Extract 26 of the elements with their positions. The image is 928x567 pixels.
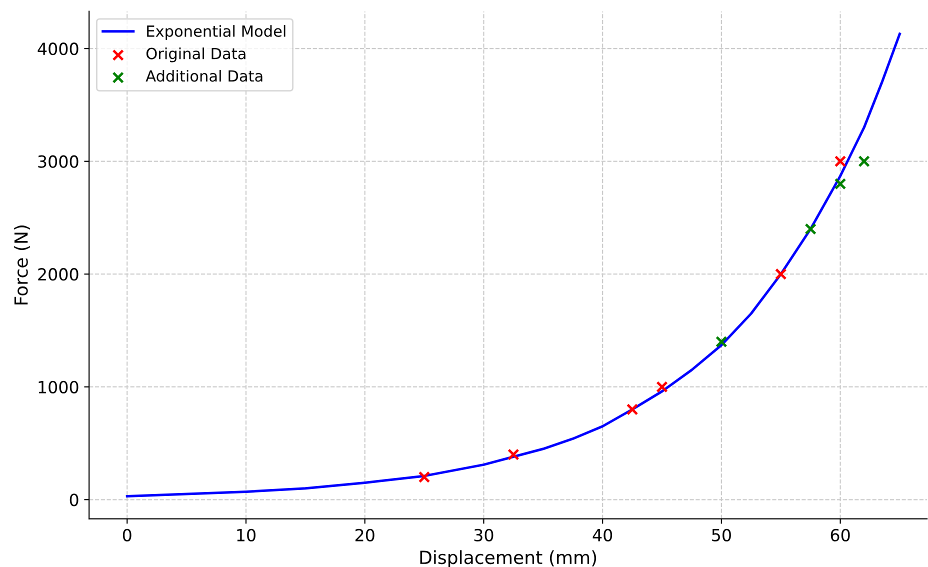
x-tick-label: 50 bbox=[712, 528, 731, 542]
point bbox=[626, 404, 638, 416]
y-axis-title: Force (N) bbox=[14, 226, 30, 304]
legend-label: Additional Data bbox=[146, 70, 262, 82]
x-tick-label: 60 bbox=[830, 528, 850, 542]
point bbox=[858, 155, 870, 168]
x-tick-label: 30 bbox=[474, 528, 494, 542]
y-tick-label: 4000 bbox=[38, 42, 78, 56]
point bbox=[834, 155, 846, 168]
legend-label: Exponential Model bbox=[147, 25, 286, 40]
point bbox=[656, 380, 668, 393]
point bbox=[508, 448, 520, 460]
point bbox=[804, 223, 816, 235]
point bbox=[774, 268, 787, 280]
point bbox=[418, 471, 430, 483]
y-tick-label: 3000 bbox=[38, 155, 78, 168]
point bbox=[716, 336, 728, 348]
y-tick-label: 0 bbox=[70, 494, 78, 506]
legend-label: Original Data bbox=[146, 48, 246, 62]
x-tick-label: 10 bbox=[237, 528, 256, 542]
y-tick-label: 2000 bbox=[38, 268, 78, 281]
x-tick-label: 0 bbox=[122, 528, 132, 542]
point bbox=[834, 178, 846, 190]
x-tick-label: 20 bbox=[355, 528, 374, 542]
y-tick-label: 1000 bbox=[38, 380, 78, 394]
x-tick-label: 40 bbox=[592, 528, 612, 542]
